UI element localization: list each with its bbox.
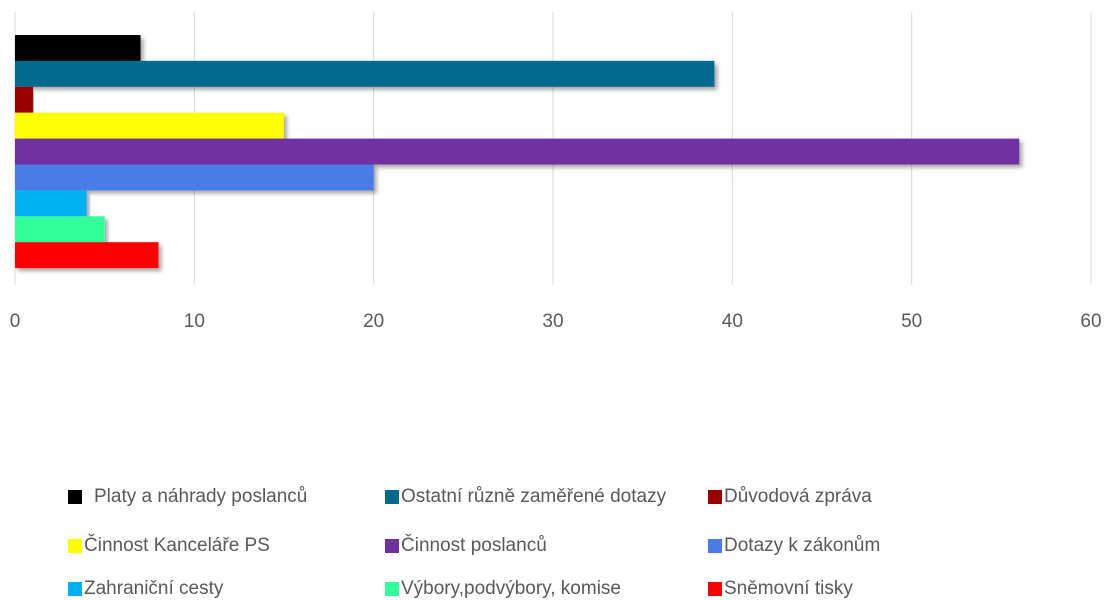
legend-label: Činnost Kanceláře PS xyxy=(84,534,270,556)
legend-swatch xyxy=(68,539,82,553)
bar xyxy=(15,190,87,217)
bar xyxy=(15,112,284,139)
bar xyxy=(15,35,141,61)
legend-label: Ostatní různě zaměřené dotazy xyxy=(401,486,667,507)
legend-swatch xyxy=(68,582,82,596)
legend-label: Platy a náhrady poslanců xyxy=(94,486,307,507)
x-tick-label: 30 xyxy=(542,311,563,332)
bar xyxy=(15,216,105,243)
legend-swatch xyxy=(385,582,399,596)
legend-label: Důvodová zpráva xyxy=(724,486,872,507)
bar xyxy=(15,138,1020,165)
legend-label: Výbory,podvýbory, komise xyxy=(401,578,621,599)
legend-swatch xyxy=(708,582,722,596)
legend-label: Sněmovní tisky xyxy=(724,578,853,599)
legend-swatch xyxy=(708,490,722,504)
legend-swatch xyxy=(385,539,399,553)
legend-swatch xyxy=(68,490,82,504)
legend-label: Zahraniční cesty xyxy=(84,578,224,599)
bar xyxy=(15,164,374,191)
legend-swatch xyxy=(385,490,399,504)
legend-label: Činnost poslanců xyxy=(401,534,547,556)
x-tick-label: 0 xyxy=(10,311,21,332)
bar xyxy=(15,60,715,87)
x-tick-label: 50 xyxy=(901,311,922,332)
x-tick-label: 40 xyxy=(722,311,743,332)
x-tick-label: 10 xyxy=(184,311,205,332)
bar xyxy=(15,242,159,269)
bar xyxy=(15,86,33,113)
legend-label: Dotazy k zákonům xyxy=(724,535,880,556)
x-tick-label: 20 xyxy=(363,311,384,332)
x-tick-label: 60 xyxy=(1080,311,1101,332)
legend-swatch xyxy=(708,539,722,553)
